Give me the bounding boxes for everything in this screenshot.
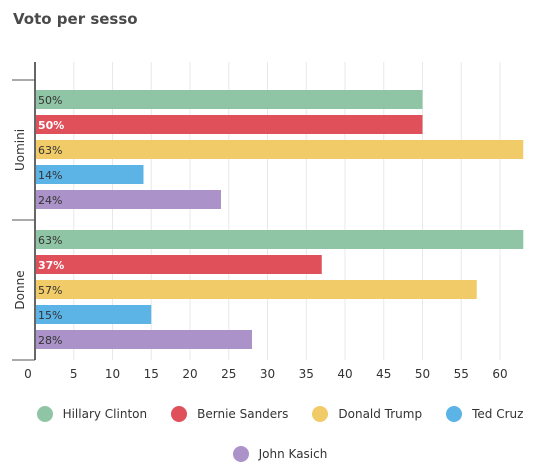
x-tick-label: 55 [454,367,469,381]
bar-data-label: 14% [38,169,62,182]
x-tick-label: 30 [260,367,275,381]
x-tick-label: 15 [144,367,159,381]
bar-data-label: 24% [38,194,62,207]
legend-color-swatch [446,406,463,422]
bar [36,165,144,184]
legend-label: Donald Trump [338,407,423,421]
bar-data-label: 50% [38,119,64,132]
bar-data-label: 57% [38,284,62,297]
x-tick-label: 5 [70,367,78,381]
legend-label: John Kasich [258,447,328,461]
legend-label: Bernie Sanders [197,407,289,421]
bar [36,255,322,274]
bar-data-label: 28% [38,334,62,347]
legend-item[interactable]: Ted Cruz [446,404,523,424]
bar-data-label: 50% [38,94,62,107]
x-tick-label: 20 [182,367,197,381]
legend-label: Hillary Clinton [62,407,148,421]
x-tick-label: 50 [415,367,430,381]
bar [36,115,423,134]
legend-color-swatch [312,406,329,422]
bar-chart: 0 5 10 15 20 25 30 35 40 45 50 55 60 Uomini Donne 50% 50… [12,62,524,381]
legend-label: Ted Cruz [472,407,524,421]
legend-color-swatch [36,406,53,422]
legend-item[interactable]: John Kasich [232,444,328,464]
bar [36,190,221,209]
bar-data-label: 37% [38,259,64,272]
group-label-uomini: Uomini [13,129,27,171]
legend-item[interactable]: Hillary Clinton [36,404,148,424]
bar [36,90,423,109]
x-tick-label: 45 [376,367,391,381]
legend-color-swatch [171,406,188,422]
chart-legend: Hillary Clinton Bernie Sanders Donald Trum… [0,404,560,464]
x-tick-label: 35 [299,367,314,381]
bar [36,230,524,249]
bar [36,305,152,324]
bar-data-label: 63% [38,144,62,157]
group-label-donne: Donne [13,270,27,309]
bar-data-label: 63% [38,234,62,247]
bar [36,330,252,349]
x-tick-label: 0 [24,367,32,381]
bar-data-label: 15% [38,309,62,322]
legend-color-swatch [232,446,249,462]
x-tick-label: 25 [221,367,236,381]
legend-item[interactable]: Donald Trump [312,404,422,424]
x-tick-label: 60 [492,367,507,381]
legend-item[interactable]: Bernie Sanders [171,404,288,424]
bar [36,140,524,159]
x-tick-label: 10 [105,367,120,381]
bar [36,280,477,299]
chart-title: Voto per sesso [13,10,138,28]
x-tick-label: 40 [337,367,352,381]
